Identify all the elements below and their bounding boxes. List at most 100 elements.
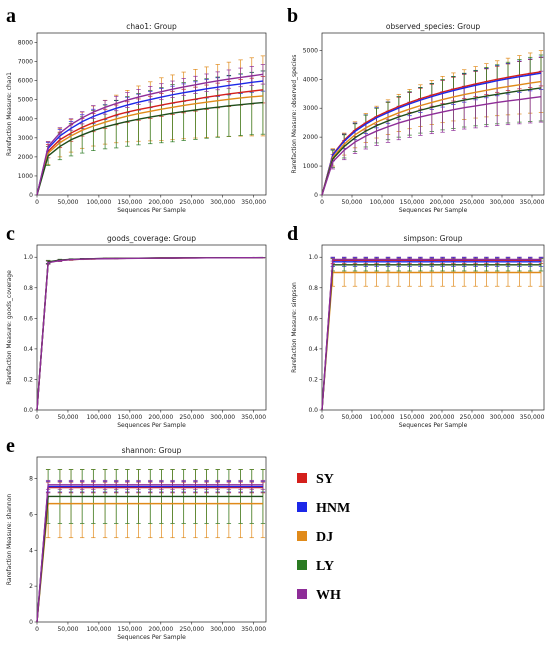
y-tick-label: 1.0 — [23, 254, 33, 261]
y-tick-label: 0.4 — [308, 346, 318, 353]
x-tick-label: 150,000 — [117, 199, 142, 206]
x-tick-label: 250,000 — [179, 199, 204, 206]
y-tick-label: 0.0 — [23, 407, 33, 414]
x-axis-label: Sequences Per Sample — [399, 422, 468, 429]
y-tick-label: 1000 — [303, 163, 318, 170]
y-tick-label: 0.0 — [308, 407, 318, 414]
chart-title: shannon: Group — [122, 446, 182, 455]
panel-a: a chao1: Group 0 50,000 100,000 150,000 200,0… — [6, 5, 267, 214]
y-tick-label: 4000 — [303, 76, 318, 83]
legend: SY HNM DJ LY WH — [297, 472, 350, 603]
x-tick-label: 250,000 — [460, 199, 485, 206]
y-tick-label: 0.4 — [23, 346, 33, 353]
y-tick-label: 3000 — [303, 105, 318, 112]
x-tick-label: 0 — [35, 414, 39, 421]
x-tick-label: 300,000 — [490, 414, 515, 421]
x-tick-label: 50,000 — [342, 414, 363, 421]
y-axis-label: Rarefaction Measure: observed_species — [291, 55, 298, 174]
x-tick-label: 100,000 — [86, 626, 111, 633]
x-tick-label: 250,000 — [179, 414, 204, 421]
x-tick-label: 50,000 — [57, 199, 78, 206]
legend-swatch-hnm — [297, 502, 307, 512]
y-tick-label: 0 — [314, 192, 318, 199]
x-tick-label: 150,000 — [400, 414, 425, 421]
y-axis-label: Rarefaction Measure: shannon — [6, 494, 13, 586]
y-tick-label: 0 — [29, 619, 33, 626]
series-line-sy — [321, 259, 541, 411]
x-tick-label: 350,000 — [241, 414, 266, 421]
x-tick-label: 350,000 — [241, 626, 266, 633]
legend-label-dj: DJ — [316, 530, 333, 545]
y-tick-label: 5000 — [18, 97, 33, 104]
y-tick-label: 0 — [29, 192, 33, 199]
x-tick-label: 100,000 — [86, 414, 111, 421]
y-tick-label: 2 — [29, 583, 33, 590]
x-axis-label: Sequences Per Sample — [117, 422, 186, 429]
legend-label-wh: WH — [316, 588, 341, 603]
x-tick-label: 250,000 — [460, 414, 485, 421]
panel-letter-d: d — [287, 223, 298, 245]
series-line-wh — [36, 484, 263, 623]
series-line-hnm — [36, 80, 263, 196]
y-axis-label: Rarefaction Measure: chao1 — [6, 72, 13, 156]
y-tick-label: 8 — [29, 476, 33, 483]
series-line-hnm — [321, 261, 541, 411]
x-tick-label: 350,000 — [241, 199, 266, 206]
panel-letter-c: c — [6, 223, 15, 245]
x-tick-label: 0 — [320, 414, 324, 421]
x-tick-label: 300,000 — [210, 626, 235, 633]
x-tick-label: 300,000 — [210, 414, 235, 421]
x-tick-label: 250,000 — [179, 626, 204, 633]
x-axis-label: Sequences Per Sample — [117, 207, 186, 214]
legend-label-sy: SY — [316, 472, 334, 487]
x-axis-label: Sequences Per Sample — [399, 207, 468, 214]
y-tick-label: 0.2 — [308, 376, 318, 383]
panel-letter-b: b — [287, 5, 298, 27]
x-tick-label: 150,000 — [117, 414, 142, 421]
series-line-ly — [36, 101, 263, 196]
y-tick-label: 8000 — [18, 40, 33, 47]
y-axis-label: Rarefaction Measure: simpson — [291, 282, 298, 373]
plot-frame — [36, 32, 267, 196]
x-tick-label: 300,000 — [490, 199, 515, 206]
y-tick-label: 4 — [29, 547, 33, 554]
legend-swatch-dj — [297, 531, 307, 541]
series-line-sy — [36, 89, 263, 196]
x-tick-label: 150,000 — [117, 626, 142, 633]
series-line-hnm — [321, 72, 542, 196]
legend-swatch-ly — [297, 560, 307, 570]
x-tick-label: 200,000 — [430, 199, 455, 206]
x-axis-label: Sequences Per Sample — [117, 634, 186, 641]
y-tick-label: 0.6 — [23, 315, 33, 322]
y-tick-label: 3000 — [18, 135, 33, 142]
y-tick-label: 2000 — [303, 134, 318, 141]
series-line-wh — [36, 73, 264, 196]
x-tick-label: 200,000 — [148, 199, 173, 206]
x-tick-label: 100,000 — [370, 199, 395, 206]
series-line-wh — [321, 95, 542, 196]
series-line-dj — [321, 271, 541, 411]
panel-letter-a: a — [6, 5, 16, 27]
y-tick-label: 6000 — [18, 78, 33, 85]
series-line-dj — [36, 502, 263, 623]
series-line-wh — [36, 256, 263, 411]
x-tick-label: 200,000 — [148, 626, 173, 633]
x-tick-label: 0 — [35, 626, 39, 633]
plot-frame — [36, 244, 267, 411]
series-line-ly — [321, 264, 541, 411]
y-tick-label: 0.8 — [23, 285, 33, 292]
panel-c: c goods_coverage: Group 0 50,000 100,000 150… — [6, 223, 267, 429]
x-tick-label: 200,000 — [430, 414, 455, 421]
series-line-sy — [321, 71, 542, 196]
x-tick-label: 350,000 — [520, 414, 545, 421]
legend-label-ly: LY — [316, 559, 334, 574]
y-tick-label: 0.6 — [308, 315, 318, 322]
x-tick-label: 0 — [320, 199, 324, 206]
x-tick-label: 50,000 — [57, 414, 78, 421]
y-tick-label: 0.2 — [23, 376, 33, 383]
panel-b: b observed_species: Group 0 50,000 100,000 1… — [287, 5, 545, 214]
y-tick-label: 1.0 — [308, 254, 318, 261]
legend-label-hnm: HNM — [316, 501, 350, 516]
y-tick-label: 1000 — [18, 173, 33, 180]
